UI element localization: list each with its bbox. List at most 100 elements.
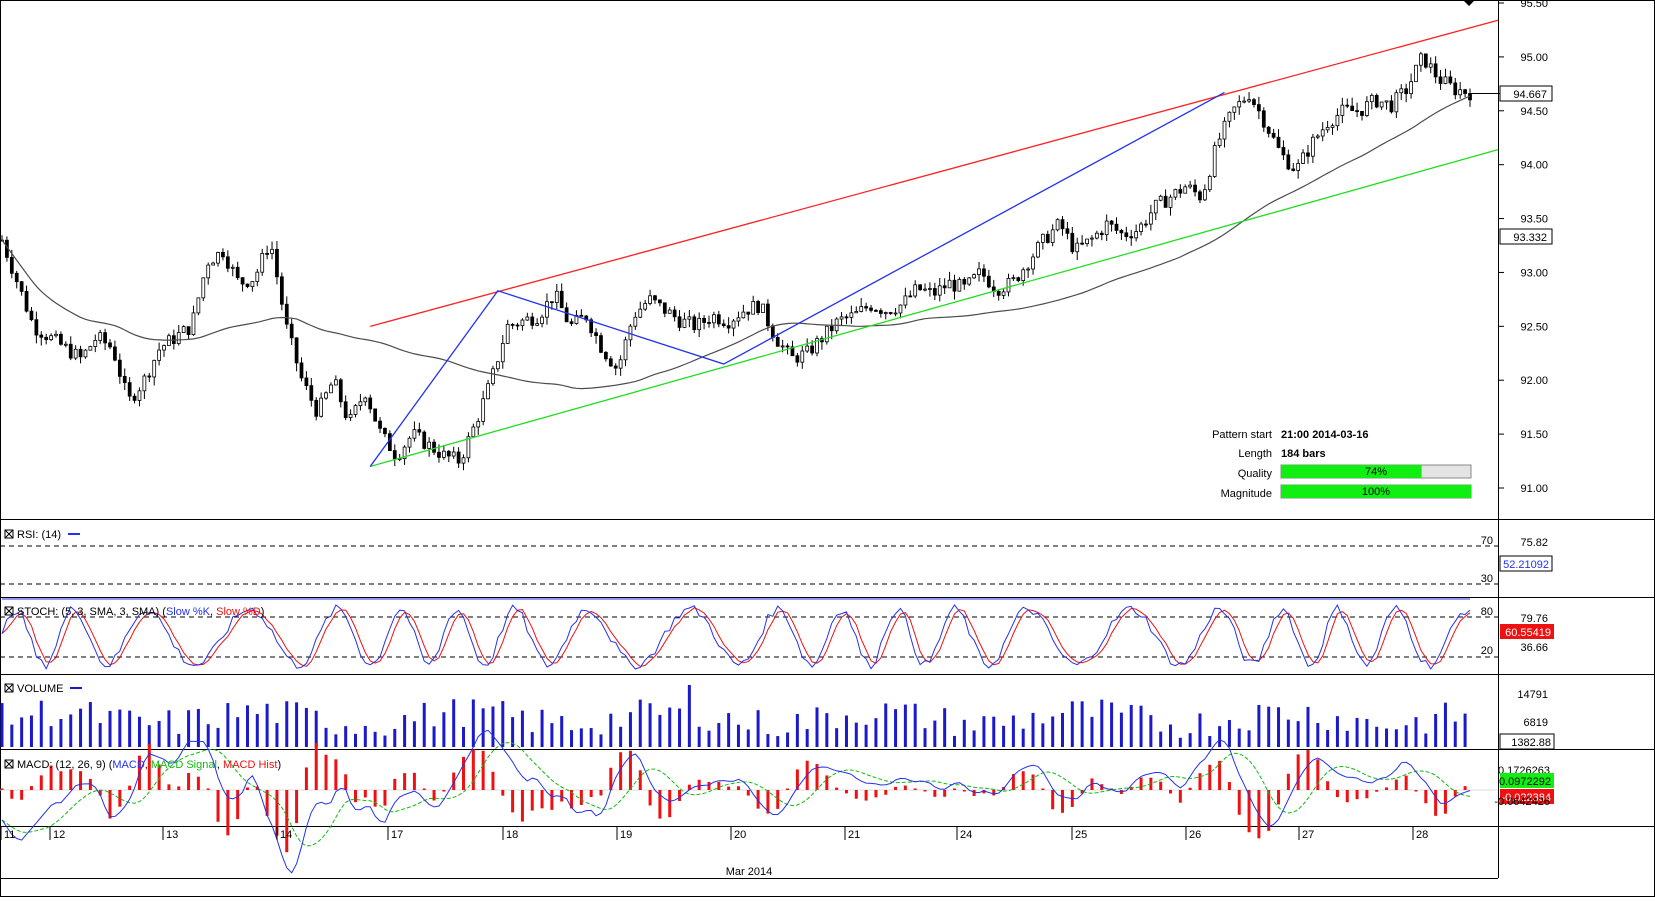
candle-body [1153,199,1158,214]
candle [1188,180,1193,189]
macd-hist-bar [962,790,966,792]
pattern-start-label: Pattern start [1212,429,1272,441]
candle [496,361,500,372]
candle [1325,120,1330,133]
candle [937,277,942,302]
macd-hist-bar [462,756,466,790]
volume-bar [1394,729,1398,747]
macd-hist-bar [187,773,191,790]
candle-body [358,401,363,406]
candle [756,299,760,316]
volume-bar [1286,719,1290,747]
candle-body [24,290,29,312]
candle-body [250,281,255,287]
candle [1217,132,1222,148]
candle [1065,221,1070,240]
magnitude-bar-value: 100% [1362,486,1390,498]
candle-body [1104,220,1109,236]
stoch-current-box [1500,624,1554,639]
candle-body [417,429,422,433]
candle [422,430,427,450]
volume-bar [854,722,858,747]
macd-hist-value: -0.022384 [1501,792,1551,804]
rsi-close-box-icon[interactable] [4,529,14,539]
candle [417,422,422,436]
candle-body [333,379,338,386]
candle [751,295,756,315]
candle [766,299,770,332]
volume-bar [628,712,632,747]
candle [1242,96,1247,104]
volume-bar [560,716,564,747]
volume-close-box-icon[interactable] [4,683,14,693]
candle [1419,51,1423,72]
time-tick-label: 20 [734,829,746,841]
candle-body [903,295,908,306]
candle [309,378,314,407]
candle-body [1129,236,1134,239]
candle-body [275,248,279,278]
candle-body [790,346,795,357]
macd-axis: 0.1726263 0.0972292 -0.022384 -0.0642426 [1494,765,1554,808]
candle-body [500,343,505,363]
volume-bar [1011,715,1015,747]
candle [986,269,991,289]
candle [1045,230,1050,244]
candle-body [888,312,893,314]
volume-bar [1208,736,1212,747]
candle [692,314,697,333]
macd-line [1,729,1471,874]
candle-body [338,379,343,403]
candle-body [181,326,186,333]
candle [83,348,88,359]
macd-current-value: 0.0972292 [1499,776,1551,788]
candle-body [589,319,594,334]
candle [471,423,476,438]
volume-bar [1453,721,1457,747]
candle [525,312,530,321]
candle-body [1217,138,1222,146]
candle [1144,219,1148,228]
candle-body [1463,89,1467,94]
candle-body [1134,231,1139,239]
candle [672,306,677,322]
rsi-panel [0,545,1498,600]
candle [1335,108,1340,131]
candle-body [1394,92,1399,113]
macd-hist-bar [1080,790,1084,794]
stoch-low-tick: 36.66 [1520,642,1548,654]
candle [363,396,368,406]
macd-hist-bar [619,752,623,790]
volume-bar [933,720,937,747]
pattern-magnitude-label: Magnitude [1221,488,1272,500]
candle-body [707,322,711,324]
scroll-end-icon[interactable] [1463,0,1475,6]
candle-body [309,385,314,401]
macd-hist-bar [1414,790,1418,792]
quality-bar-value: 74% [1365,466,1387,478]
stoch-k-line [1,604,1471,670]
candle-body [1085,238,1089,245]
volume-bar [1021,728,1025,747]
volume-bar [157,720,161,747]
volume-bar [795,713,799,747]
candle [117,353,122,384]
macd-hist-bar [1326,781,1330,790]
macd-hist-bar [697,779,701,790]
volume-bar [187,710,191,747]
macd-close-box-icon[interactable] [4,759,14,769]
volume-bar [1060,712,1064,747]
macd-hist-bar [1434,790,1438,816]
candle [1060,216,1065,236]
candle-body [1232,106,1237,113]
stoch-close-box-icon[interactable] [4,606,14,616]
macd-hist-bar [59,771,63,790]
macd-hist-bar [766,790,770,814]
macd-hist-bar [167,784,171,790]
candle [535,318,540,327]
macd-hist-bar [393,778,397,790]
volume-bar [717,723,721,747]
candle-body [373,408,378,422]
candle-body [613,365,618,369]
candle-body [982,268,986,277]
